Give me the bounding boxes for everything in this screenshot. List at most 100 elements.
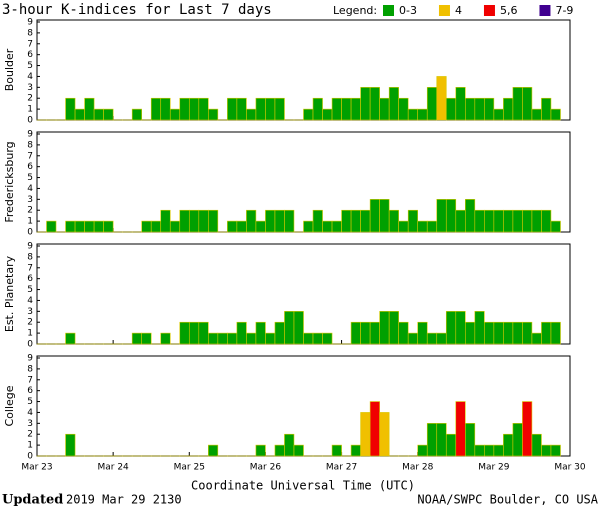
panel-label: Boulder [3, 48, 16, 91]
bar [160, 97, 171, 121]
y-tick-label: 9 [27, 130, 33, 140]
bar [217, 332, 228, 345]
panel-label: Fredericksburg [3, 141, 16, 222]
bar [188, 97, 200, 121]
y-tick-label: 8 [27, 364, 33, 374]
bar [417, 321, 428, 345]
bar [150, 220, 162, 233]
bar [522, 321, 533, 345]
bar [379, 311, 390, 345]
y-tick-label: 0 [27, 452, 33, 462]
bar [550, 321, 561, 345]
bar [388, 311, 399, 345]
bar [150, 97, 162, 121]
bar [398, 97, 409, 121]
bar [455, 87, 466, 121]
legend-swatch [438, 5, 450, 16]
y-tick-label: 7 [27, 151, 33, 161]
bar [493, 108, 504, 121]
bar [474, 209, 485, 233]
y-tick-label: 1 [27, 217, 33, 227]
x-tick-label: Mar 27 [326, 463, 357, 473]
bar [179, 97, 190, 121]
bar [255, 220, 266, 233]
bar [493, 209, 504, 233]
y-tick-label: 8 [27, 140, 33, 150]
bar [550, 108, 561, 121]
bar [360, 209, 371, 233]
bar [255, 321, 266, 345]
bar [512, 423, 523, 457]
bar [426, 220, 438, 233]
bar [465, 199, 476, 233]
bar [312, 97, 323, 121]
bar [312, 332, 323, 345]
bar [236, 321, 247, 345]
bar [322, 332, 333, 345]
x-axis-label: Coordinate Universal Time (UTC) [191, 479, 415, 493]
bar [426, 423, 438, 457]
panel-label: Est. Planetary [3, 255, 16, 332]
bar [445, 311, 457, 345]
bar [541, 444, 552, 457]
bar [426, 87, 438, 121]
bar [293, 311, 304, 345]
bar [388, 209, 399, 233]
bar [284, 311, 295, 345]
bar [379, 199, 390, 233]
bar [512, 209, 523, 233]
y-tick-label: 0 [27, 340, 33, 350]
y-tick-label: 1 [27, 329, 33, 339]
bar [265, 97, 276, 121]
bar [474, 444, 485, 457]
y-tick-label: 3 [27, 195, 33, 205]
bar [188, 321, 200, 345]
bar [160, 209, 171, 233]
bar [550, 444, 561, 457]
bar [303, 332, 314, 345]
bar [93, 220, 104, 233]
bar [350, 209, 361, 233]
bar [493, 444, 504, 457]
y-tick-label: 9 [27, 242, 33, 252]
bar [103, 108, 114, 121]
x-tick-label: Mar 28 [402, 463, 434, 473]
bar [503, 433, 514, 457]
bar [179, 209, 190, 233]
updated-time: 2019 Mar 29 2130 [66, 493, 182, 507]
credit: NOAA/SWPC Boulder, CO USA [417, 493, 598, 507]
x-tick-label: Mar 24 [97, 463, 129, 473]
bar [531, 108, 542, 121]
bar [360, 321, 371, 345]
bar [227, 97, 238, 121]
bar [512, 87, 523, 121]
bar [208, 108, 219, 121]
y-tick-label: 1 [27, 441, 33, 451]
bar [531, 209, 542, 233]
bar [407, 108, 419, 121]
bar [188, 209, 200, 233]
bar [512, 321, 523, 345]
y-tick-label: 7 [27, 39, 33, 49]
y-tick-label: 0 [27, 116, 33, 126]
bar [93, 108, 104, 121]
bar [522, 209, 533, 233]
bar [84, 97, 95, 121]
bar [265, 332, 276, 345]
bar [455, 401, 466, 457]
bar [398, 321, 409, 345]
bar [303, 108, 314, 121]
y-tick-label: 2 [27, 430, 33, 440]
bar [198, 209, 209, 233]
bar [312, 209, 323, 233]
bar [522, 87, 533, 121]
bar [227, 332, 238, 345]
bar [284, 433, 295, 457]
bar [65, 332, 76, 345]
bar [436, 76, 447, 121]
y-tick-label: 8 [27, 28, 33, 38]
y-tick-label: 3 [27, 83, 33, 93]
y-tick-label: 2 [27, 94, 33, 104]
bar [274, 97, 285, 121]
